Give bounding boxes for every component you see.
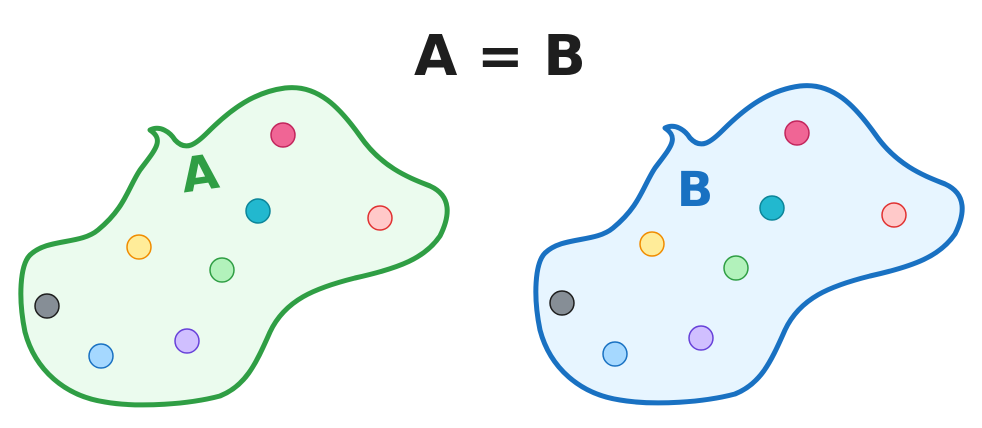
- equation-title: A = B: [414, 24, 586, 89]
- set-b-point-cyan: [759, 195, 785, 221]
- set-b-point-yellow: [639, 231, 665, 257]
- set-a-point-pink: [270, 122, 296, 148]
- set-a-label: A: [178, 144, 223, 205]
- set-a-point-yellow: [126, 234, 152, 260]
- set-b-label: B: [677, 162, 714, 218]
- set-b-point-blue: [602, 341, 628, 367]
- set-b-point-green: [723, 255, 749, 281]
- set-b-blob: [533, 83, 965, 406]
- set-a-point-red: [367, 205, 393, 231]
- set-b-point-red: [881, 202, 907, 228]
- set-a-point-cyan: [245, 198, 271, 224]
- set-a-points: [34, 122, 393, 369]
- set-b-point-pink: [784, 120, 810, 146]
- set-a-group: A: [18, 85, 450, 408]
- set-a-point-green: [209, 257, 235, 283]
- set-a-point-gray: [34, 293, 60, 319]
- set-a-point-violet: [174, 328, 200, 354]
- set-a-point-blue: [88, 343, 114, 369]
- set-b-point-gray: [549, 290, 575, 316]
- set-b-points: [549, 120, 907, 367]
- set-b-group: B: [533, 83, 965, 406]
- set-a-blob: [18, 85, 450, 408]
- set-b-point-violet: [688, 325, 714, 351]
